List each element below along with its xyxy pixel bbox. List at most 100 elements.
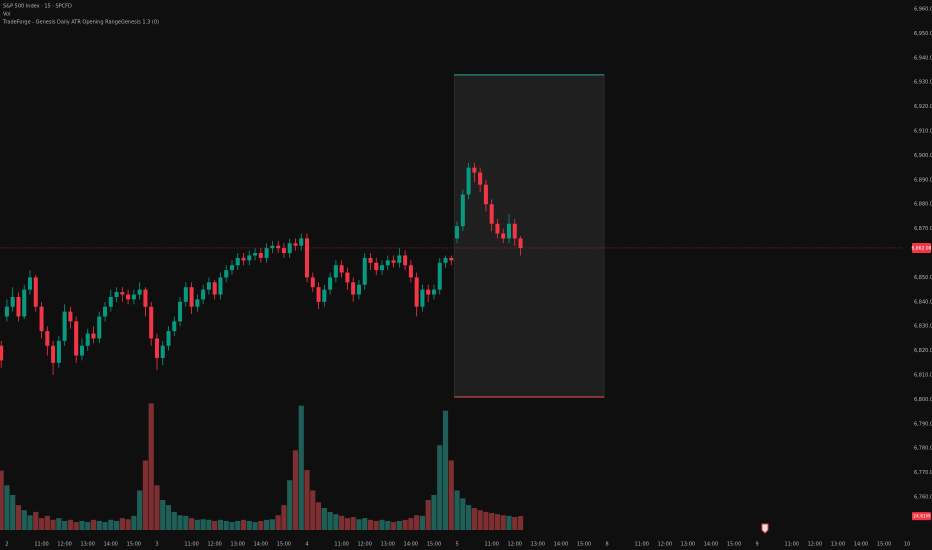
volume-bar [506,515,512,530]
candle-body [380,265,385,271]
x-tick-label: 11:00 [635,542,649,548]
candle-body [310,277,315,288]
x-tick-label: 10 [904,542,910,548]
candle-body [437,262,442,290]
volume-bar [333,514,339,530]
candle-body [68,311,73,322]
volume-bar [321,507,327,530]
candle-body [229,265,235,271]
volume-bar [96,520,102,530]
candle-body [270,245,275,249]
candle-body [414,277,419,307]
volume-bar [425,500,431,530]
candle-body [449,257,454,261]
y-tick-label: 6,800.00 [914,397,932,403]
volume-bar [350,517,356,530]
volume-bar [160,500,166,530]
y-tick-label: 6,770.00 [914,470,932,476]
candle-body [489,204,494,224]
candle-body [16,296,21,317]
volume-bar [148,403,154,530]
candle-body [235,257,240,266]
x-tick-label: 13:00 [81,542,95,548]
x-tick-label: 12:00 [57,542,71,548]
indicator-title: TradeForge - Genesis Daily ATR Opening R… [2,20,159,26]
last-price-badge [912,242,931,253]
volume-bar [79,520,85,530]
x-tick-label: 13:00 [681,542,695,548]
candle-body [160,345,165,358]
volume-bar [171,511,177,530]
candle-body [33,277,38,307]
volume-bar [402,519,408,530]
x-tick-label: 14:00 [554,542,568,548]
x-tick-label: 13:00 [831,542,845,548]
y-tick-label: 6,850.00 [914,275,932,281]
candle-body [281,248,286,254]
x-tick-label: 8 [606,542,609,548]
y-tick-label: 6,910.00 [914,129,932,135]
candle-body [316,287,321,302]
x-tick-label: 12:00 [808,542,822,548]
volume-bar [367,519,374,530]
candle-body [189,287,194,307]
candle-body [103,306,108,317]
volume-bar [310,490,316,530]
candle-body [172,321,177,332]
candle-body [368,257,373,263]
x-tick-label: 14:00 [254,542,268,548]
candle-body [62,311,67,341]
volume-bar [258,520,264,530]
candle-body [403,255,408,266]
volume-bar [448,460,454,530]
candle-body [27,277,33,290]
x-tick-label: 14:00 [704,542,718,548]
x-tick-label: 5 [455,542,458,548]
candle-body [339,265,344,273]
candle-body [293,243,298,246]
volume-bar [142,460,149,530]
x-tick-label: 15:00 [427,542,441,548]
volume-bar [27,515,33,530]
volume-bar [517,516,524,530]
y-tick-label: 6,900.00 [914,153,932,159]
y-tick-label: 6,920.00 [914,104,932,110]
volume-bar [390,522,397,530]
candle-body [195,299,200,307]
volume-bar [442,410,449,530]
volume-bar [206,519,212,530]
candle-body [287,243,292,254]
candle-body [120,292,125,295]
volume-bar [0,470,4,530]
candle-body [345,272,350,283]
candle-body [4,306,9,317]
candle-body [22,289,27,317]
volume-bar [362,518,368,530]
candle-body [385,260,390,266]
volume-bar [344,518,351,530]
candle-body [178,301,183,322]
x-tick-label: 11:00 [184,542,198,548]
volume-bar [246,520,252,530]
volume-bar [113,520,120,530]
x-tick-label: 11:00 [785,542,799,548]
candle-body [304,238,310,278]
volume-bar [90,519,97,530]
candle-body [114,292,119,297]
candle-body [264,248,269,258]
last-volume-label: 24.61M [913,514,930,520]
candle-body [420,289,425,307]
candle-body [247,255,252,261]
candle-body [154,338,159,358]
y-tick-label: 6,830.00 [914,324,932,330]
event-icon[interactable] [761,523,769,534]
volume-bar [21,510,27,530]
candle-body [391,260,396,263]
x-tick-label: 2 [5,542,8,548]
volume-bar [454,490,460,530]
y-tick-label: 6,960.00 [914,7,932,13]
x-tick-label: 14:00 [854,542,868,548]
candle-body [183,287,188,302]
